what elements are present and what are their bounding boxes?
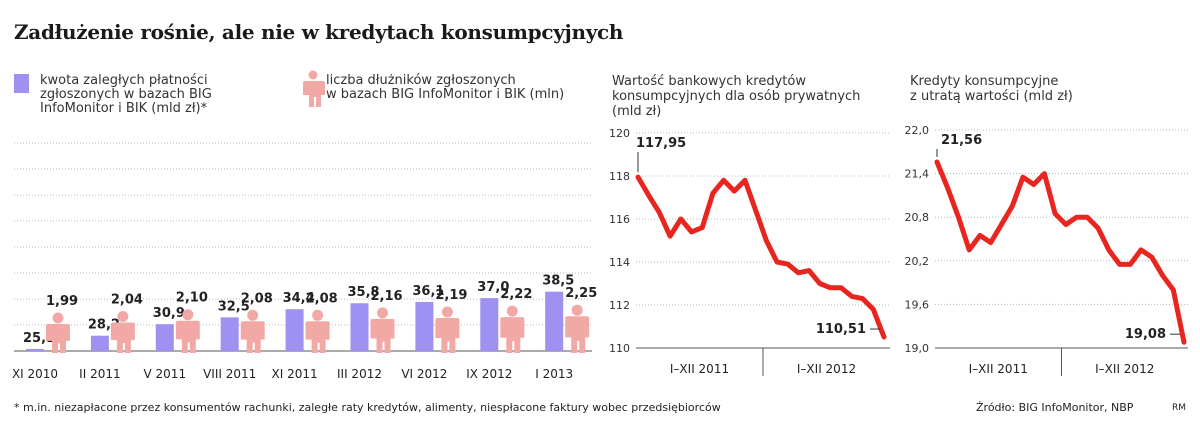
y-tick-label: 120 <box>609 127 630 140</box>
bar <box>545 291 564 351</box>
bar-value-label: 37,0 <box>477 280 509 295</box>
y-tick-label: 116 <box>609 213 630 226</box>
author-signature: RM <box>1172 403 1187 413</box>
legend-debtors-line: w bazach BIG InfoMonitor i BIK (mln) <box>326 87 565 102</box>
person-icon <box>565 304 590 354</box>
person-icon <box>370 307 395 353</box>
person-icon <box>305 309 330 353</box>
y-tick-label: 21,4 <box>905 168 930 181</box>
legend-debtors-label: liczba dłużników zgłoszonych w bazach BI… <box>326 74 564 102</box>
person-value-label: 2,16 <box>371 289 403 304</box>
chart-title-line: Wartość bankowych kredytów <box>612 74 806 89</box>
x-group-label: I–XII 2012 <box>1095 362 1154 376</box>
person-icon <box>435 306 460 353</box>
chart-title-credit-value: Wartość bankowych kredytów konsumpcyjnyc… <box>612 74 860 119</box>
x-group-label: I–XII 2011 <box>670 362 729 376</box>
chart-title-line: konsumpcyjnych dla osób prywatnych <box>612 89 861 104</box>
x-axis-label: V 2011 <box>144 367 187 381</box>
legend-debt-label: kwota zaległych płatności zgłoszonych w … <box>40 74 212 116</box>
bar <box>285 309 304 351</box>
person-icon <box>240 309 265 353</box>
end-value-label: 19,08 <box>1125 327 1166 342</box>
x-axis-label: XI 2011 <box>272 367 318 381</box>
person-value-label: 1,99 <box>46 294 78 309</box>
bar-value-label: 38,5 <box>542 274 574 289</box>
bar <box>220 317 239 351</box>
chart-title-line: Kredyty konsumpcyjne <box>910 74 1059 89</box>
person-value-label: 2,10 <box>176 291 208 306</box>
bar <box>480 298 499 351</box>
person-icon <box>500 305 525 353</box>
bar <box>90 335 109 351</box>
footnote: * m.in. niezapłacone przez konsumentów r… <box>14 401 721 414</box>
y-tick-label: 114 <box>609 256 630 269</box>
y-tick-label: 19,6 <box>905 298 930 311</box>
bar <box>350 303 369 351</box>
series-line <box>635 174 887 340</box>
x-group-label: I–XII 2012 <box>797 362 856 376</box>
x-axis-label: VI 2012 <box>401 367 447 381</box>
bar <box>415 301 434 351</box>
person-icon <box>46 312 70 353</box>
bar-value-label: 30,9 <box>153 306 185 321</box>
person-value-label: 2,22 <box>500 287 532 302</box>
x-axis-label: III 2012 <box>337 367 382 381</box>
series-line <box>934 159 1187 345</box>
bar <box>26 348 44 351</box>
person-value-label: 2,08 <box>241 291 273 306</box>
legend-debt-swatch <box>14 74 29 93</box>
y-tick-label: 112 <box>609 299 630 312</box>
bar-value-label: 36,1 <box>412 284 444 299</box>
bar-value-label: 35,8 <box>348 285 380 300</box>
y-tick-label: 110 <box>609 342 630 355</box>
bar-value-label: 34,4 <box>283 291 315 306</box>
person-value-label: 2,04 <box>111 293 143 308</box>
y-tick-label: 118 <box>609 170 630 183</box>
start-value-label: 117,95 <box>636 136 686 151</box>
x-axis-label: XI 2010 <box>12 367 58 381</box>
start-value-label: 21,56 <box>941 133 982 148</box>
legend-debt-line: kwota zaległych płatności <box>40 73 208 88</box>
legend-debt-line: InfoMonitor i BIK (mld zł)* <box>40 101 208 116</box>
person-icon <box>110 311 135 353</box>
source-note: Źródło: BIG InfoMonitor, NBP <box>976 401 1134 414</box>
x-axis-label: VIII 2011 <box>203 367 256 381</box>
chart-title-line: (mld zł) <box>612 104 662 119</box>
bar <box>155 324 174 351</box>
y-tick-label: 20,2 <box>905 255 930 268</box>
chart-title-line: z utratą wartości (mld zł) <box>910 89 1073 104</box>
end-value-label: 110,51 <box>816 322 866 337</box>
page-title: Zadłużenie rośnie, ale nie w kredytach k… <box>14 20 624 44</box>
bar-value-label: 32,5 <box>218 299 250 314</box>
person-value-label: 2,25 <box>565 286 597 301</box>
chart-title-impaired-credit: Kredyty konsumpcyjne z utratą wartości (… <box>910 74 1073 104</box>
y-tick-label: 22,0 <box>905 124 930 137</box>
person-value-label: 2,19 <box>435 288 467 303</box>
y-tick-label: 20,8 <box>905 211 930 224</box>
legend-debtors-line: liczba dłużników zgłoszonych <box>326 73 516 88</box>
person-value-label: 2,08 <box>306 291 338 306</box>
x-axis-label: II 2011 <box>79 367 120 381</box>
y-tick-label: 19,0 <box>905 342 930 355</box>
legend-debt-line: zgłoszonych w bazach BIG <box>40 87 212 102</box>
x-axis-label: I 2013 <box>535 367 573 381</box>
x-axis-label: IX 2012 <box>466 367 512 381</box>
person-icon <box>175 309 200 354</box>
x-group-label: I–XII 2011 <box>969 362 1028 376</box>
person-icon <box>303 70 325 107</box>
